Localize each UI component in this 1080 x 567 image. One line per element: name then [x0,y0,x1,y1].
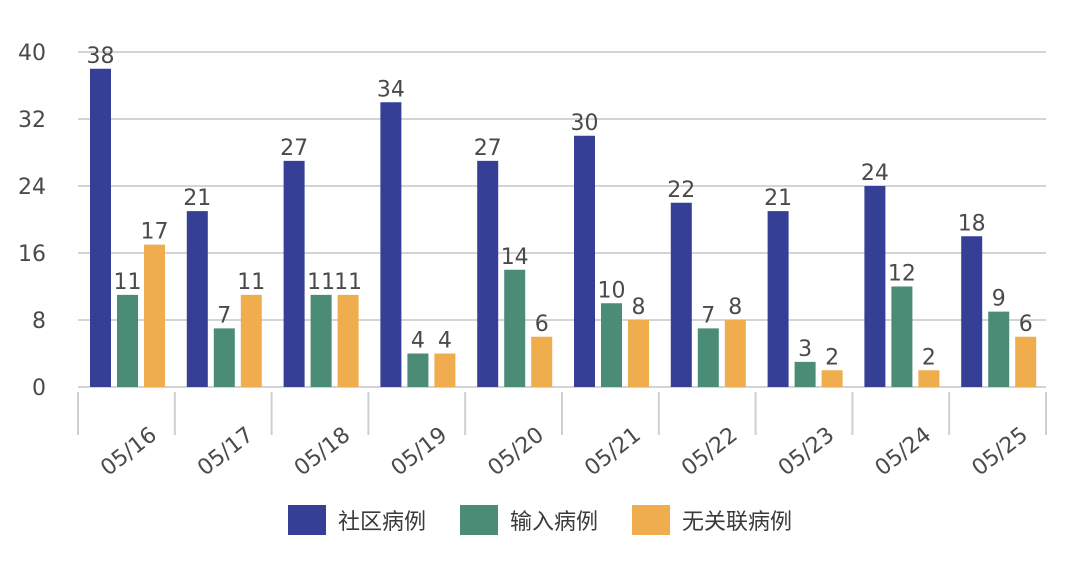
legend-item-imported: 输入病例 [459,504,598,536]
y-tick-label: 40 [18,41,46,66]
data-label-community: 34 [377,77,405,102]
bar-community [574,135,595,387]
y-axis: 0 8 16 24 32 40 [18,41,46,401]
data-label-imported: 11 [307,270,335,295]
data-label-community: 22 [667,178,695,203]
data-label-unlinked: 4 [438,329,452,354]
data-label-imported: 9 [992,287,1006,312]
x-tick-label: 05/20 [484,423,549,482]
bar-community [961,236,983,387]
data-label-community: 21 [183,186,211,211]
data-label-unlinked: 6 [1019,312,1033,337]
bar-unlinked [1015,336,1037,387]
data-label-imported: 10 [598,278,626,303]
x-tick-label: 05/21 [580,423,645,482]
bar-community [283,160,305,387]
legend-swatch-community [287,505,326,535]
x-tick-label: 05/18 [290,423,355,482]
legend-item-community: 社区病例 [287,504,426,536]
bar-imported [504,269,526,387]
legend-label-imported: 输入病例 [509,510,598,535]
x-tick-label: 05/19 [387,423,452,482]
data-label-community: 38 [87,44,115,69]
bar-unlinked [724,320,746,387]
legend-label-unlinked: 无关联病例 [682,510,793,535]
bar-community [767,211,789,387]
y-tick-label: 8 [32,309,46,334]
bar-unlinked [628,320,649,387]
data-label-unlinked: 8 [728,295,742,320]
bar-community [670,202,692,387]
legend-swatch-unlinked [632,505,670,535]
bar-imported [891,286,913,387]
bar-imported [988,311,1010,387]
bar-imported [407,353,429,387]
legend-swatch-imported [459,505,498,535]
bar-unlinked [821,370,843,387]
bar-imported [794,361,816,387]
bar-community [380,102,402,387]
bar-imported [310,294,332,387]
data-label-imported: 3 [798,337,812,362]
y-tick-label: 32 [18,108,46,133]
bars [90,68,1037,387]
data-label-community: 18 [958,211,986,236]
data-label-community: 21 [764,186,792,211]
bar-imported [601,303,622,387]
legend-label-community: 社区病例 [337,510,426,535]
data-label-community: 27 [280,136,308,161]
y-tick-label: 0 [32,376,46,401]
x-axis: 05/16 05/17 05/18 05/19 05/20 05/21 05/22 05/23… [77,392,1047,482]
data-label-imported: 7 [217,303,231,328]
data-label-imported: 7 [701,303,715,328]
legend-item-unlinked: 无关联病例 [632,504,792,536]
bar-imported [697,328,719,387]
bar-unlinked [144,244,165,387]
data-label-unlinked: 2 [922,345,936,370]
data-label-unlinked: 11 [237,270,265,295]
bar-community [477,160,499,387]
data-label-unlinked: 11 [334,270,362,295]
legend: 社区病例 输入病例 无关联病例 [0,504,1080,536]
data-label-imported: 14 [501,245,529,270]
x-tick-label: 05/17 [193,423,258,482]
bar-community [864,186,886,387]
data-label-community: 27 [474,136,502,161]
x-tick-label: 05/16 [96,423,161,482]
bar-unlinked [918,370,940,387]
data-label-community: 24 [861,161,889,186]
y-tick-label: 24 [18,175,46,200]
bar-community [186,211,208,387]
bar-community [90,68,111,387]
bar-imported [213,328,235,387]
data-label-unlinked: 2 [825,345,839,370]
y-tick-label: 16 [18,242,46,267]
data-label-community: 30 [571,111,599,136]
x-tick-label: 05/22 [677,423,742,482]
bar-unlinked [434,353,456,387]
x-tick-label: 05/25 [968,423,1033,482]
data-label-unlinked: 6 [535,312,549,337]
bar-unlinked [240,294,262,387]
data-label-imported: 4 [411,329,425,354]
x-tick-label: 05/24 [871,423,936,482]
data-label-unlinked: 8 [632,295,646,320]
data-label-unlinked: 17 [141,220,169,245]
bar-unlinked [531,336,553,387]
data-label-imported: 11 [114,270,142,295]
x-tick-label: 05/23 [774,423,839,482]
data-label-imported: 12 [888,262,916,287]
bar-unlinked [337,294,359,387]
bar-imported [117,294,138,387]
